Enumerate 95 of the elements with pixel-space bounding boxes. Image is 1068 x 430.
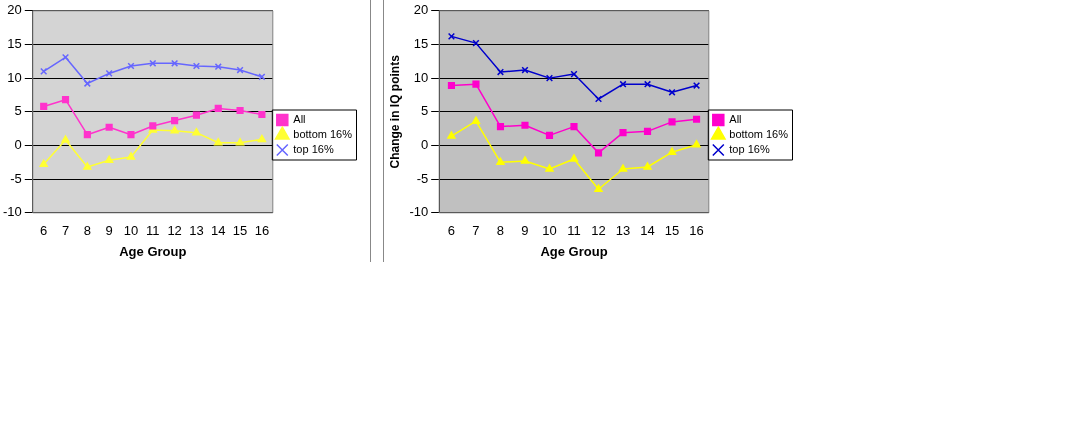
y-tick-label: 15 bbox=[7, 36, 22, 52]
point bbox=[667, 147, 677, 155]
point bbox=[619, 129, 627, 137]
point bbox=[83, 162, 92, 170]
point bbox=[127, 131, 135, 139]
x-tick-label: 12 bbox=[591, 223, 606, 239]
point bbox=[214, 104, 222, 113]
y-tick-label: 5 bbox=[14, 103, 22, 119]
point bbox=[447, 81, 456, 90]
point bbox=[214, 138, 223, 146]
point bbox=[472, 80, 480, 88]
point bbox=[170, 125, 179, 134]
x-tick-label: 6 bbox=[40, 223, 48, 239]
point bbox=[496, 68, 505, 76]
point bbox=[258, 110, 266, 119]
point bbox=[643, 162, 652, 170]
x-tick-label: 8 bbox=[496, 223, 505, 239]
point bbox=[643, 127, 652, 135]
x-tick-label: 13 bbox=[189, 223, 204, 239]
x-tick-label: 15 bbox=[232, 223, 248, 239]
y-tick-label: 0 bbox=[14, 137, 22, 153]
point bbox=[235, 138, 245, 146]
x-tick-label: 9 bbox=[105, 223, 113, 239]
point bbox=[236, 106, 244, 115]
point bbox=[569, 154, 579, 162]
y-tick-label: 10 bbox=[7, 69, 22, 85]
point bbox=[83, 131, 91, 139]
x-tick-label: 14 bbox=[211, 223, 226, 239]
point bbox=[520, 156, 530, 164]
point bbox=[668, 118, 676, 126]
x-tick-label: 15 bbox=[664, 223, 680, 239]
point bbox=[692, 81, 701, 90]
y-axis-title: Change in IQ points bbox=[387, 54, 402, 169]
x-tick-label: 8 bbox=[83, 223, 91, 239]
x-tick-label: 7 bbox=[472, 223, 480, 239]
x-tick-label: 16 bbox=[689, 223, 704, 239]
legend-label: bottom 16% bbox=[729, 128, 789, 141]
y-tick-label: -5 bbox=[416, 170, 429, 186]
x-tick-label: 10 bbox=[123, 223, 139, 239]
x-tick-label: 6 bbox=[447, 223, 456, 239]
point bbox=[692, 140, 701, 148]
point bbox=[447, 131, 456, 139]
y-tick-label: 5 bbox=[420, 103, 429, 119]
point bbox=[521, 121, 529, 129]
point bbox=[192, 62, 201, 70]
y-tick-label: 10 bbox=[413, 69, 429, 85]
x-tick-label: 16 bbox=[254, 223, 270, 239]
x-tick-label: 9 bbox=[521, 223, 529, 239]
x-tick-label: 12 bbox=[167, 223, 182, 239]
y-tick-label: 20 bbox=[413, 2, 429, 18]
x-tick-label: 11 bbox=[567, 223, 581, 239]
point bbox=[40, 102, 48, 110]
x-axis-title: Age Group bbox=[540, 243, 608, 259]
legend-label: bottom 16% bbox=[293, 128, 353, 141]
y-tick-label: 15 bbox=[413, 36, 429, 52]
point bbox=[126, 152, 136, 160]
y-tick-label: 0 bbox=[420, 137, 429, 153]
legend-label: top 16% bbox=[729, 143, 770, 156]
point bbox=[257, 134, 267, 143]
point bbox=[171, 116, 179, 125]
point bbox=[104, 155, 114, 164]
y-tick-label: -10 bbox=[2, 204, 22, 220]
x-tick-label: 14 bbox=[640, 223, 655, 239]
x-axis-title: Age Group bbox=[119, 243, 187, 259]
y-tick-label: -10 bbox=[409, 204, 429, 220]
point bbox=[594, 95, 603, 103]
point bbox=[192, 111, 201, 119]
y-tick-label: -5 bbox=[10, 170, 22, 186]
point bbox=[496, 157, 505, 166]
point bbox=[236, 66, 244, 74]
point bbox=[521, 66, 529, 74]
x-tick-label: 7 bbox=[61, 223, 70, 239]
legend-label: All bbox=[729, 113, 742, 126]
point bbox=[127, 62, 135, 70]
point bbox=[692, 115, 701, 123]
point bbox=[61, 96, 70, 104]
point bbox=[496, 123, 505, 131]
legend-label: All bbox=[293, 113, 306, 126]
legend-label: top 16% bbox=[293, 143, 334, 156]
point bbox=[545, 164, 554, 172]
x-tick-label: 11 bbox=[146, 223, 160, 239]
point bbox=[105, 123, 113, 131]
point bbox=[618, 164, 628, 172]
y-tick-label: 20 bbox=[7, 2, 22, 18]
point bbox=[545, 131, 554, 139]
point bbox=[594, 149, 603, 157]
point bbox=[570, 123, 578, 131]
point bbox=[594, 184, 603, 192]
point bbox=[39, 159, 48, 168]
x-tick-label: 13 bbox=[615, 223, 631, 239]
point bbox=[545, 74, 554, 82]
point bbox=[61, 135, 70, 143]
x-tick-label: 10 bbox=[542, 223, 557, 239]
point bbox=[192, 127, 201, 136]
point bbox=[471, 116, 481, 124]
